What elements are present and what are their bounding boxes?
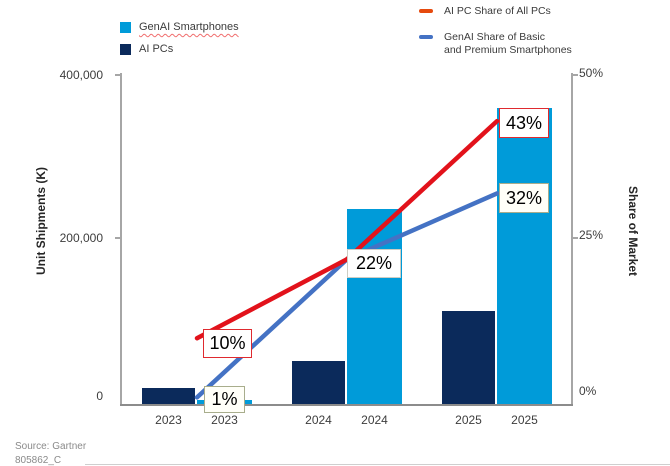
legend-item-ai-pcs: AI PCs xyxy=(120,43,239,55)
legend-swatch-genai-smartphones xyxy=(120,21,131,33)
y-right-tickmark-top xyxy=(572,74,578,76)
y-right-tick-25: 25% xyxy=(579,228,604,242)
data-label-10pct: 10% xyxy=(203,329,252,358)
source-id: 805862_C xyxy=(15,455,62,466)
legend-item-ai-pc-share: AI PC Share of All PCs xyxy=(419,5,572,18)
legend-label-genai-share: GenAI Share of Basic and Premium Smartph… xyxy=(444,31,572,56)
y-left-tick-0: 0 xyxy=(96,389,103,403)
bar-ai-pcs-2024 xyxy=(292,361,345,404)
y-left-axis-title: Unit Shipments (K) xyxy=(34,167,48,275)
x-tick-label-5: 2025 xyxy=(511,413,538,427)
x-tick-label-2: 2024 xyxy=(305,413,332,427)
y-right-axis-title: Share of Market xyxy=(626,185,640,277)
data-label-43pct: 43% xyxy=(499,108,549,138)
legend-swatch-ai-pcs xyxy=(120,43,131,55)
y-left-tick-400000: 400,000 xyxy=(59,68,103,82)
y-right-tick-0: 0% xyxy=(579,384,597,398)
legend-dash-genai-share xyxy=(419,35,433,39)
legend-label-ai-pc-share: AI PC Share of All PCs xyxy=(444,5,551,17)
x-tick-label-4: 2025 xyxy=(455,413,482,427)
legend-item-genai-share: GenAI Share of Basic and Premium Smartph… xyxy=(419,31,572,57)
legend-dash-ai-pc-share xyxy=(419,9,433,13)
legend-label-ai-pcs: AI PCs xyxy=(139,43,174,55)
y-left-tickmark-top xyxy=(115,74,121,76)
bar-genai-smartphones-2025 xyxy=(497,107,552,404)
y-left-axis-line xyxy=(120,73,122,405)
x-tick-label-0: 2023 xyxy=(155,413,182,427)
y-left-tick-200000: 200,000 xyxy=(59,231,103,245)
bar-genai-smartphones-2024 xyxy=(347,209,402,404)
y-left-tickmark-mid xyxy=(115,237,121,239)
data-label-32pct: 32% xyxy=(499,183,549,213)
x-axis-line xyxy=(120,404,573,406)
legend-bars: GenAI Smartphones AI PCs xyxy=(120,21,239,65)
y-right-tick-50: 50% xyxy=(579,66,604,80)
bottom-divider xyxy=(85,464,670,465)
bar-ai-pcs-2023 xyxy=(142,388,195,404)
source-text: Source: Gartner xyxy=(15,441,87,452)
bar-ai-pcs-2025 xyxy=(442,311,495,404)
legend-label-genai-smartphones: GenAI Smartphones xyxy=(139,21,239,33)
legend-lines: AI PC Share of All PCs GenAI Share of Ba… xyxy=(419,5,572,70)
y-right-axis-line xyxy=(571,73,573,405)
y-right-tickmark-mid xyxy=(572,237,578,239)
x-tick-label-3: 2024 xyxy=(361,413,388,427)
legend-item-genai-smartphones: GenAI Smartphones xyxy=(120,21,239,33)
data-label-1pct: 1% xyxy=(204,386,245,413)
x-tick-label-1: 2023 xyxy=(211,413,238,427)
data-label-22pct: 22% xyxy=(347,249,401,278)
